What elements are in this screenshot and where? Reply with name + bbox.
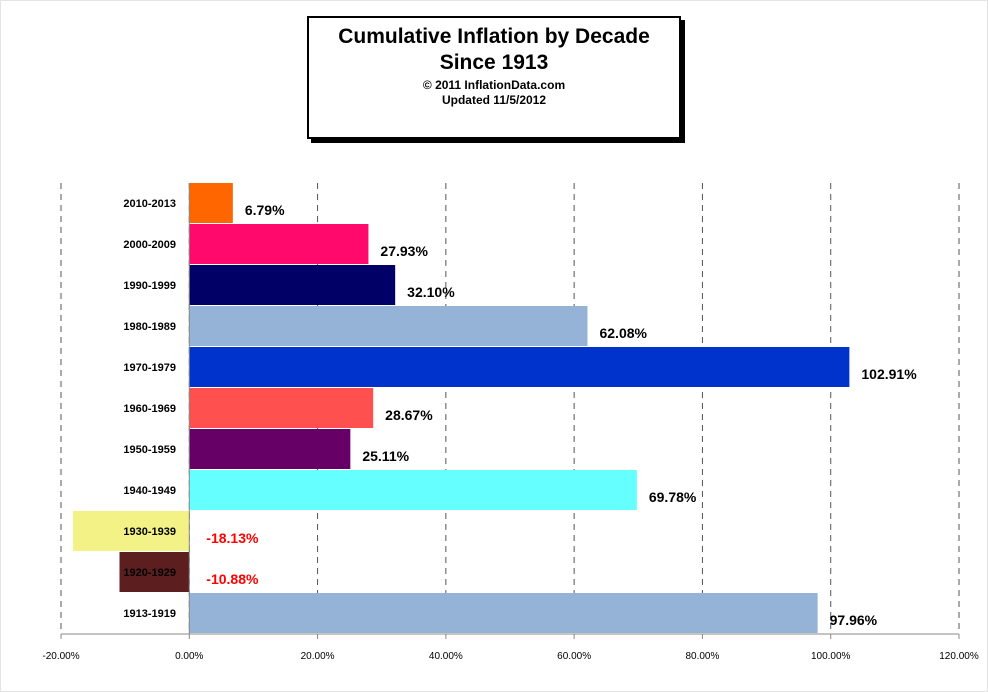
- category-label: 2000-2009: [123, 239, 176, 251]
- x-tick-label: 20.00%: [301, 651, 335, 662]
- category-label: 1950-1959: [123, 444, 176, 456]
- bar: [189, 593, 818, 633]
- data-label: -10.88%: [206, 571, 259, 587]
- bar: [189, 265, 396, 305]
- updated-text: Updated 11/5/2012: [441, 93, 547, 107]
- category-label: 1990-1999: [123, 280, 176, 292]
- data-label: 27.93%: [380, 243, 428, 259]
- data-label: 25.11%: [362, 448, 409, 464]
- category-label: 1960-1969: [123, 403, 176, 415]
- x-tick-label: 120.00%: [939, 651, 979, 662]
- x-tick-label: 0.00%: [175, 651, 203, 662]
- chart-subtitle: Since 1913: [439, 51, 549, 74]
- category-label: 2010-2013: [123, 198, 176, 210]
- bar: [189, 429, 351, 469]
- category-label: 1930-1939: [123, 526, 176, 538]
- data-label: 6.79%: [245, 202, 285, 218]
- category-label: 1913-1919: [123, 608, 176, 620]
- data-label: 102.91%: [861, 366, 917, 382]
- bar: [119, 552, 190, 592]
- bar: [189, 347, 850, 387]
- chart-title-box: Cumulative Inflation by Decade Since 191…: [307, 16, 681, 139]
- bar: [189, 183, 233, 223]
- x-tick-label: 100.00%: [811, 651, 851, 662]
- x-tick-label: 40.00%: [429, 651, 463, 662]
- bar: [189, 306, 588, 346]
- data-label: 69.78%: [649, 489, 697, 505]
- data-label: 28.67%: [385, 407, 433, 423]
- x-tick-label: 60.00%: [557, 651, 591, 662]
- data-label: 97.96%: [830, 612, 878, 628]
- bar: [189, 224, 369, 264]
- bar: [72, 511, 190, 551]
- x-tick-label: 80.00%: [685, 651, 719, 662]
- category-label: 1940-1949: [123, 485, 176, 497]
- x-tick-label: -20.00%: [42, 651, 79, 662]
- category-label: 1970-1979: [123, 362, 176, 374]
- copyright-text: © 2011 InflationData.com: [422, 78, 566, 92]
- category-label: 1920-1929: [123, 567, 176, 579]
- bar: [189, 470, 637, 510]
- chart-title: Cumulative Inflation by Decade: [338, 25, 650, 48]
- bar: [189, 388, 374, 428]
- category-label: 1980-1989: [123, 321, 176, 333]
- data-label: -18.13%: [206, 530, 259, 546]
- data-label: 62.08%: [599, 325, 647, 341]
- data-label: 32.10%: [407, 284, 455, 300]
